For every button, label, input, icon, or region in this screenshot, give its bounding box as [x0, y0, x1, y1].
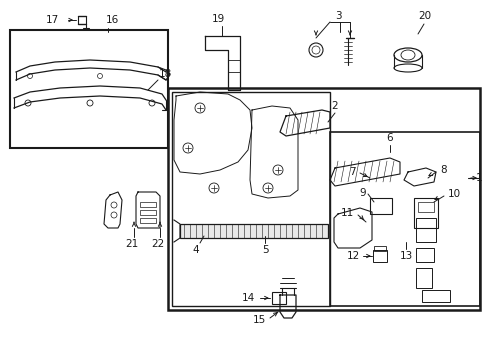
Bar [373, 250, 387, 262]
Text: 16: 16 [106, 15, 119, 25]
Text: 10: 10 [448, 189, 461, 199]
Bar [330, 132, 480, 306]
Text: 9: 9 [359, 188, 366, 198]
Text: 12: 12 [347, 251, 360, 261]
Bar [10, 30, 168, 148]
Text: 1: 1 [476, 173, 483, 183]
Bar [180, 224, 328, 238]
Bar [418, 202, 434, 212]
Text: 8: 8 [440, 165, 446, 175]
Text: 14: 14 [242, 293, 255, 303]
Text: 18: 18 [158, 69, 172, 79]
Bar [416, 218, 436, 242]
Text: 21: 21 [125, 239, 139, 249]
Bar [374, 246, 386, 251]
Bar [272, 292, 286, 304]
Text: 13: 13 [399, 251, 413, 261]
Bar [140, 218, 156, 223]
Text: 4: 4 [193, 245, 199, 255]
Bar [422, 290, 450, 302]
Text: 22: 22 [151, 239, 165, 249]
Bar [168, 88, 480, 310]
Text: 15: 15 [253, 315, 266, 325]
Bar [416, 248, 434, 262]
Text: 17: 17 [46, 15, 59, 25]
Text: 5: 5 [262, 245, 269, 255]
Bar [370, 198, 392, 214]
Text: 19: 19 [212, 14, 225, 24]
Bar [416, 268, 432, 288]
Bar [172, 92, 330, 306]
Text: 6: 6 [387, 133, 393, 143]
Text: 7: 7 [349, 167, 356, 177]
Text: 3: 3 [335, 11, 342, 21]
Text: 20: 20 [418, 11, 431, 21]
Text: 2: 2 [332, 101, 338, 111]
Bar [140, 202, 156, 207]
Text: 11: 11 [341, 208, 354, 218]
Bar [140, 210, 156, 215]
Bar [414, 198, 438, 228]
